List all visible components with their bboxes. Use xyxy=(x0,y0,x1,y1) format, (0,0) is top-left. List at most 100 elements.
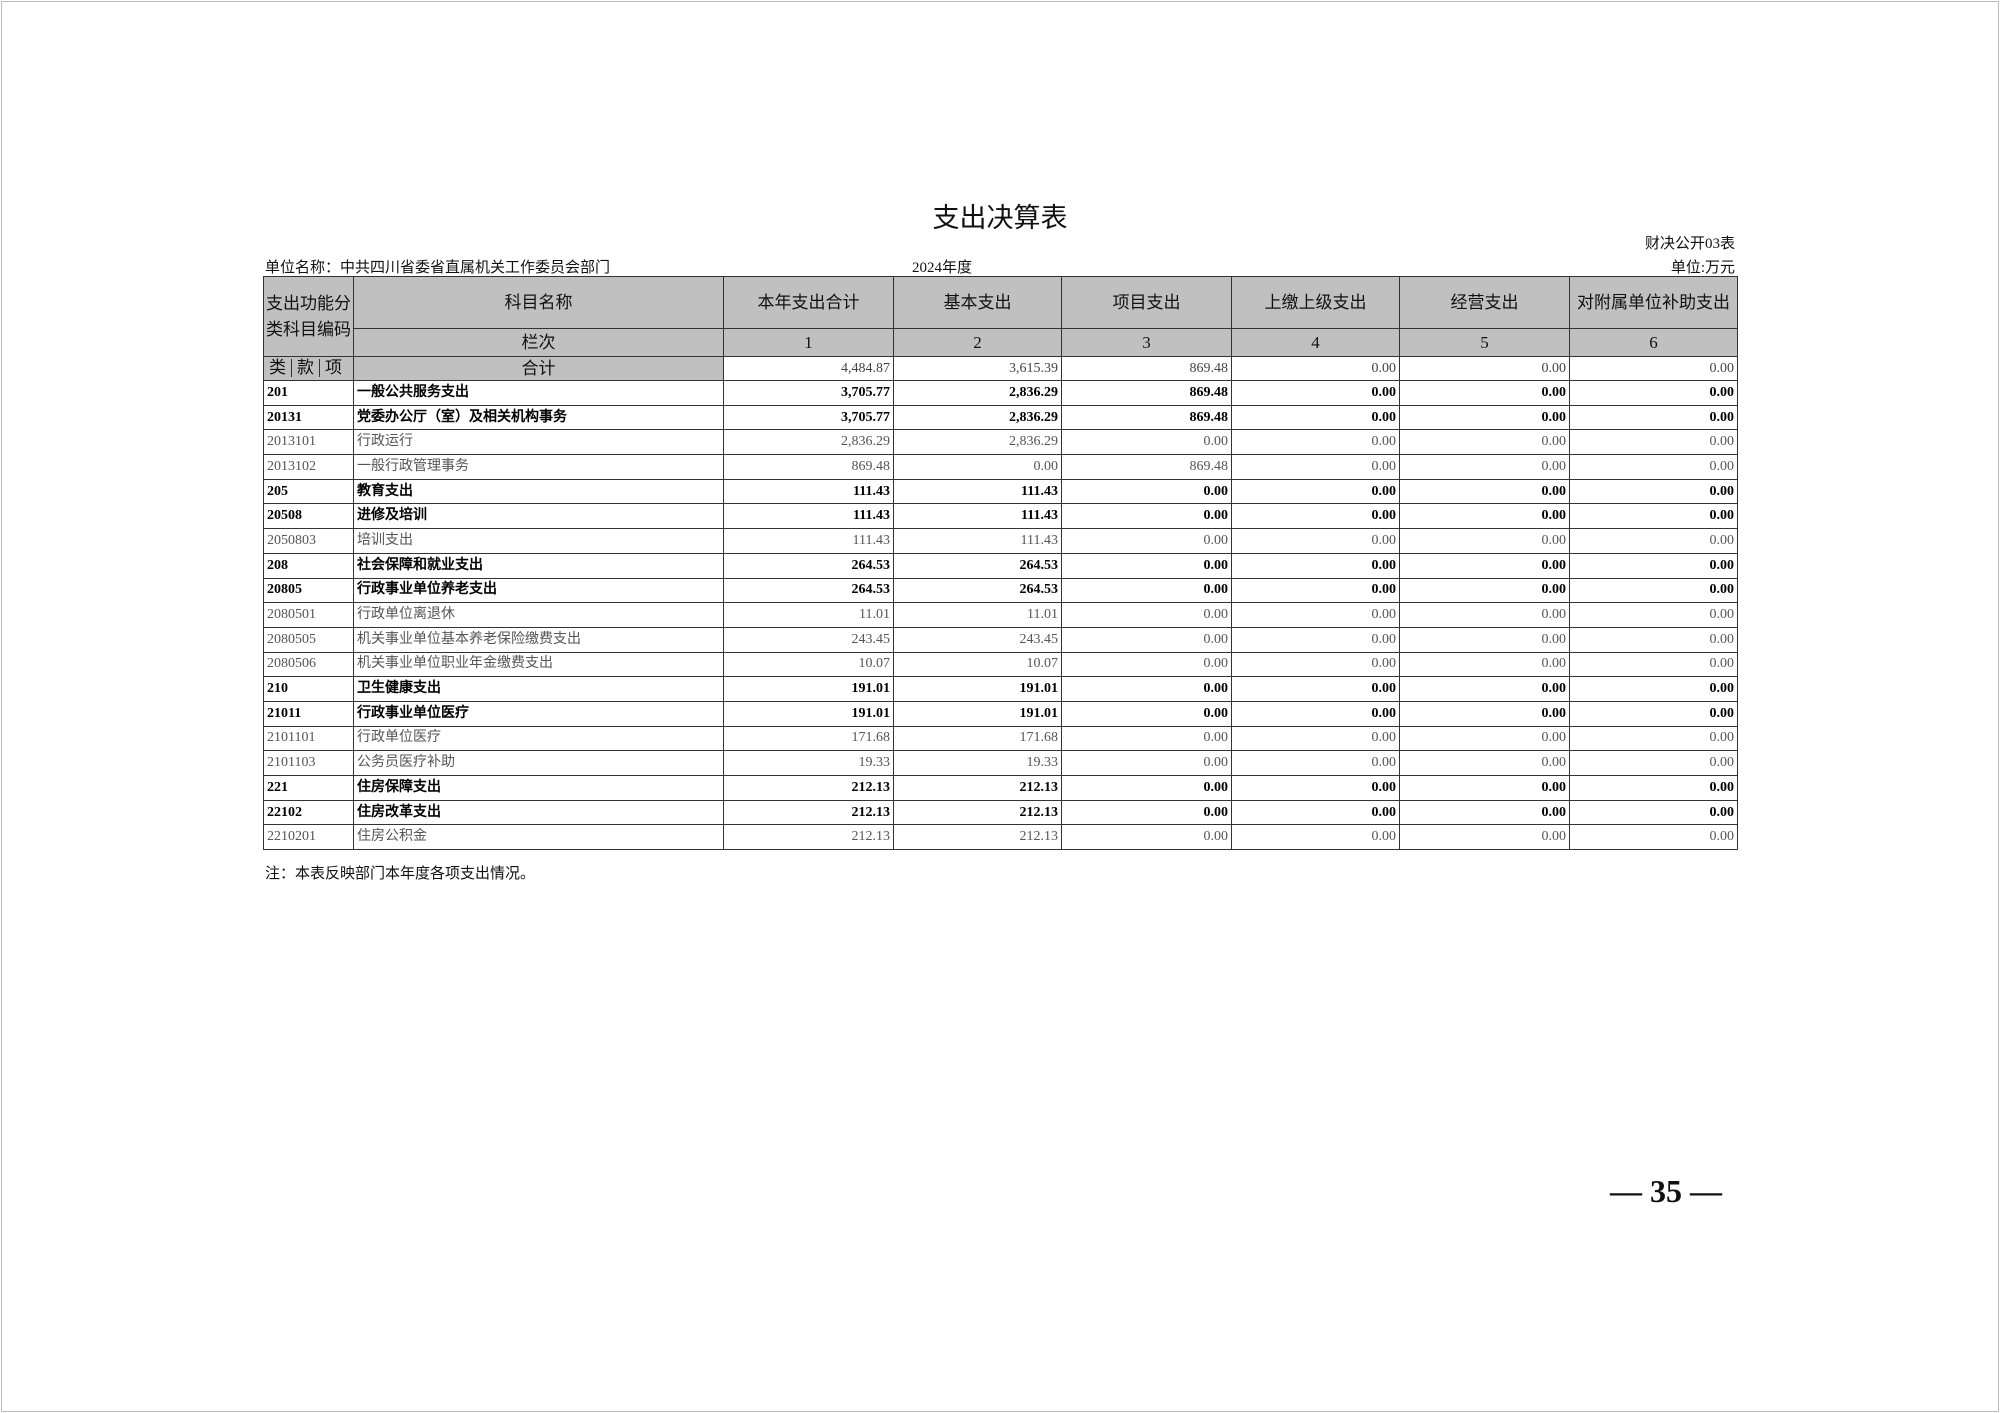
lei-label: 类 xyxy=(265,358,292,377)
row-value: 3,705.77 xyxy=(723,380,894,406)
row-code: 2080505 xyxy=(263,626,354,653)
row-code: 208 xyxy=(263,552,354,579)
row-value: 0.00 xyxy=(1231,799,1400,826)
row-value: 0.00 xyxy=(1399,750,1570,776)
form-number: 财决公开03表 xyxy=(1644,236,1735,252)
row-value: 0.00 xyxy=(1231,478,1400,505)
row-value: 0.00 xyxy=(1399,404,1570,431)
row-name: 培训支出 xyxy=(353,528,724,554)
lei-kuan-xiang: 类款项 xyxy=(263,356,354,381)
table-row: 2080505 机关事业单位基本养老保险缴费支出 243.45 243.45 0.00 0… xyxy=(263,626,1738,653)
currency-unit: 单位:万元 xyxy=(1670,260,1735,276)
row-value: 0.00 xyxy=(1231,552,1400,579)
row-value: 0.00 xyxy=(1569,429,1738,456)
header-code: 支出功能分类科目编码 xyxy=(263,276,354,357)
row-name: 行政运行 xyxy=(353,429,724,456)
row-value: 0.00 xyxy=(1231,824,1400,851)
header-row: 支出功能分类科目编码 科目名称 本年支出合计 基本支出 项目支出 上缴上级支出 … xyxy=(263,276,1738,357)
row-value: 0.00 xyxy=(1061,626,1232,653)
row-name: 一般行政管理事务 xyxy=(353,454,724,480)
lanci-label: 栏次 xyxy=(353,328,724,357)
col-num: 6 xyxy=(1569,328,1738,357)
row-value: 243.45 xyxy=(893,626,1062,653)
row-name: 一般公共服务支出 xyxy=(353,380,724,406)
row-value: 0.00 xyxy=(1061,429,1232,456)
row-value: 0.00 xyxy=(1569,775,1738,801)
row-value: 212.13 xyxy=(893,824,1062,851)
page-number: — 35 — xyxy=(1610,1173,1722,1209)
row-value: 0.00 xyxy=(1061,528,1232,554)
table-row: 221 住房保障支出 212.13 212.13 0.00 0.00 0.00 0.00 xyxy=(263,775,1738,801)
table-row: 210 卫生健康支出 191.01 191.01 0.00 0.00 0.00 0.00 xyxy=(263,676,1738,702)
page-title: 支出决算表 xyxy=(932,203,1068,233)
table-row: 2080501 行政单位离退休 11.01 11.01 0.00 0.00 0.00 0.00 xyxy=(263,602,1738,628)
table-row: 22102 住房改革支出 212.13 212.13 0.00 0.00 0.00 0.00 xyxy=(263,799,1738,826)
row-value: 0.00 xyxy=(1569,750,1738,776)
header-col: 本年支出合计 xyxy=(723,276,894,329)
row-value: 264.53 xyxy=(893,577,1062,604)
row-name: 社会保障和就业支出 xyxy=(353,552,724,579)
table-row: 2013101 行政运行 2,836.29 2,836.29 0.00 0.00 0.00 0… xyxy=(263,429,1738,456)
row-value: 0.00 xyxy=(1569,577,1738,604)
row-value: 191.01 xyxy=(893,700,1062,727)
row-value: 0.00 xyxy=(1231,651,1400,678)
row-code: 20508 xyxy=(263,503,354,530)
row-value: 0.00 xyxy=(1399,577,1570,604)
row-code: 201 xyxy=(263,380,354,406)
header-col: 对附属单位补助支出 xyxy=(1569,276,1738,329)
table-row: 2080506 机关事业单位职业年金缴费支出 10.07 10.07 0.00 0.00 0… xyxy=(263,651,1738,678)
xiang-label: 项 xyxy=(325,357,342,377)
row-name: 机关事业单位基本养老保险缴费支出 xyxy=(353,626,724,653)
header-col: 上缴上级支出 xyxy=(1231,276,1400,329)
row-value: 0.00 xyxy=(1399,651,1570,678)
table-row: 20805 行政事业单位养老支出 264.53 264.53 0.00 0.00 0.00 0… xyxy=(263,577,1738,604)
header-col: 经营支出 xyxy=(1399,276,1570,329)
row-code: 2101103 xyxy=(263,750,354,776)
row-value: 869.48 xyxy=(723,454,894,480)
row-code: 2013101 xyxy=(263,429,354,456)
row-value: 212.13 xyxy=(723,824,894,851)
row-name: 公务员医疗补助 xyxy=(353,750,724,776)
row-code: 2050803 xyxy=(263,528,354,554)
row-value: 0.00 xyxy=(1569,725,1738,752)
row-value: 10.07 xyxy=(723,651,894,678)
row-code: 2080506 xyxy=(263,651,354,678)
row-value: 0.00 xyxy=(1061,824,1232,851)
table-row: 20508 进修及培训 111.43 111.43 0.00 0.00 0.00 0.00 xyxy=(263,503,1738,530)
row-value: 0.00 xyxy=(1569,676,1738,702)
row-value: 2,836.29 xyxy=(893,429,1062,456)
total-value: 0.00 xyxy=(1231,356,1400,381)
row-value: 0.00 xyxy=(1061,552,1232,579)
row-value: 0.00 xyxy=(1399,380,1570,406)
row-value: 0.00 xyxy=(1569,799,1738,826)
row-value: 0.00 xyxy=(1399,775,1570,801)
row-value: 0.00 xyxy=(1061,651,1232,678)
row-value: 0.00 xyxy=(1569,404,1738,431)
row-value: 0.00 xyxy=(1399,626,1570,653)
table-row: 21011 行政事业单位医疗 191.01 191.01 0.00 0.00 0.00 0.0… xyxy=(263,700,1738,727)
row-value: 0.00 xyxy=(1061,700,1232,727)
total-value: 0.00 xyxy=(1399,356,1570,381)
table-row: 201 一般公共服务支出 3,705.77 2,836.29 869.48 0.00 0.0… xyxy=(263,380,1738,406)
row-name: 机关事业单位职业年金缴费支出 xyxy=(353,651,724,678)
row-value: 0.00 xyxy=(1569,700,1738,727)
row-value: 0.00 xyxy=(1061,775,1232,801)
row-value: 869.48 xyxy=(1061,454,1232,480)
row-value: 3,705.77 xyxy=(723,404,894,431)
row-value: 0.00 xyxy=(1399,725,1570,752)
row-value: 0.00 xyxy=(1231,602,1400,628)
row-value: 0.00 xyxy=(1231,676,1400,702)
row-value: 2,836.29 xyxy=(723,429,894,456)
row-value: 0.00 xyxy=(1231,626,1400,653)
row-code: 21011 xyxy=(263,700,354,727)
row-value: 0.00 xyxy=(893,454,1062,480)
expenditure-table: 支出功能分类科目编码 科目名称 本年支出合计 基本支出 项目支出 上缴上级支出 … xyxy=(263,276,1738,851)
row-value: 0.00 xyxy=(1061,799,1232,826)
row-value: 2,836.29 xyxy=(893,380,1062,406)
row-value: 10.07 xyxy=(893,651,1062,678)
row-value: 0.00 xyxy=(1231,380,1400,406)
row-value: 0.00 xyxy=(1399,602,1570,628)
table-row: 20131 党委办公厅（室）及相关机构事务 3,705.77 2,836.29 869.… xyxy=(263,404,1738,431)
row-name: 卫生健康支出 xyxy=(353,676,724,702)
total-value: 4,484.87 xyxy=(723,356,894,381)
